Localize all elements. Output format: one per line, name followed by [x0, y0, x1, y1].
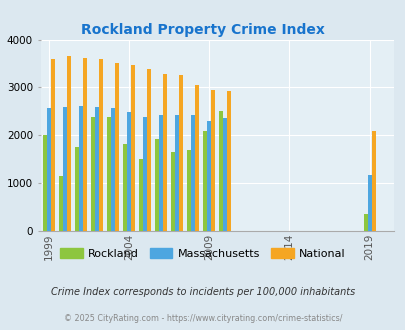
- Bar: [223, 118, 227, 231]
- Bar: [66, 56, 70, 231]
- Bar: [51, 59, 55, 231]
- Bar: [179, 75, 183, 231]
- Bar: [83, 58, 87, 231]
- Bar: [191, 115, 195, 231]
- Bar: [43, 135, 47, 231]
- Bar: [219, 112, 223, 231]
- Bar: [75, 147, 79, 231]
- Legend: Rockland, Massachusetts, National: Rockland, Massachusetts, National: [56, 244, 349, 263]
- Bar: [91, 117, 94, 231]
- Text: Rockland Property Crime Index: Rockland Property Crime Index: [81, 23, 324, 37]
- Bar: [367, 175, 371, 231]
- Bar: [155, 139, 159, 231]
- Bar: [123, 144, 127, 231]
- Bar: [371, 131, 375, 231]
- Bar: [139, 159, 143, 231]
- Bar: [94, 107, 98, 231]
- Bar: [47, 108, 51, 231]
- Bar: [62, 107, 66, 231]
- Bar: [171, 152, 175, 231]
- Bar: [130, 65, 134, 231]
- Bar: [107, 117, 111, 231]
- Bar: [187, 150, 191, 231]
- Bar: [98, 59, 102, 231]
- Bar: [79, 106, 83, 231]
- Bar: [211, 90, 215, 231]
- Bar: [227, 91, 231, 231]
- Bar: [111, 108, 115, 231]
- Bar: [159, 115, 163, 231]
- Text: Crime Index corresponds to incidents per 100,000 inhabitants: Crime Index corresponds to incidents per…: [51, 287, 354, 297]
- Bar: [58, 176, 62, 231]
- Bar: [147, 69, 151, 231]
- Bar: [195, 85, 199, 231]
- Bar: [143, 117, 147, 231]
- Bar: [163, 74, 166, 231]
- Bar: [115, 63, 119, 231]
- Bar: [202, 131, 207, 231]
- Bar: [207, 121, 211, 231]
- Bar: [175, 115, 179, 231]
- Text: © 2025 CityRating.com - https://www.cityrating.com/crime-statistics/: © 2025 CityRating.com - https://www.city…: [64, 314, 341, 323]
- Bar: [363, 214, 367, 231]
- Bar: [127, 112, 130, 231]
